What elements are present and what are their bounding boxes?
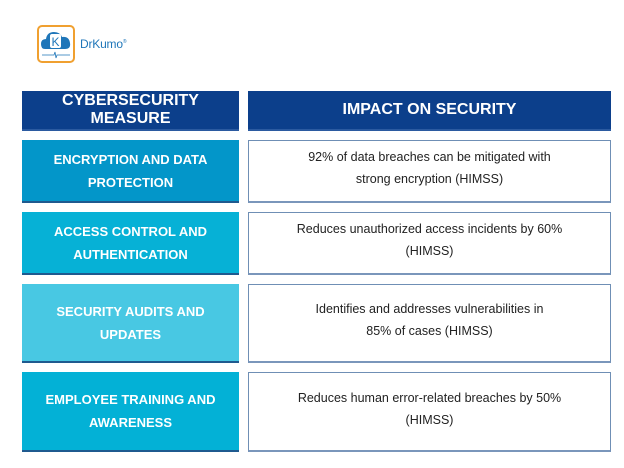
impact-access-control: Reduces unauthorized access incidents by… [248, 212, 611, 275]
measure-employee-training: EMPLOYEE TRAINING AND AWARENESS [22, 372, 239, 452]
impact-encryption: 92% of data breaches can be mitigated wi… [248, 140, 611, 203]
drkumo-logo: K DrKumo® [37, 25, 127, 63]
header-impact: IMPACT ON SECURITY [248, 91, 611, 131]
impact-employee-training: Reduces human error-related breaches by … [248, 372, 611, 452]
brand-name: DrKumo® [80, 37, 127, 51]
measure-access-control: ACCESS CONTROL AND AUTHENTICATION [22, 212, 239, 275]
header-measure: CYBERSECURITY MEASURE [22, 91, 239, 131]
impact-security-audits: Identifies and addresses vulnerabilities… [248, 284, 611, 363]
measure-security-audits: SECURITY AUDITS AND UPDATES [22, 284, 239, 363]
cloud-k-logo-icon: K [37, 25, 75, 63]
svg-text:K: K [51, 35, 59, 49]
measure-encryption: ENCRYPTION AND DATA PROTECTION [22, 140, 239, 203]
